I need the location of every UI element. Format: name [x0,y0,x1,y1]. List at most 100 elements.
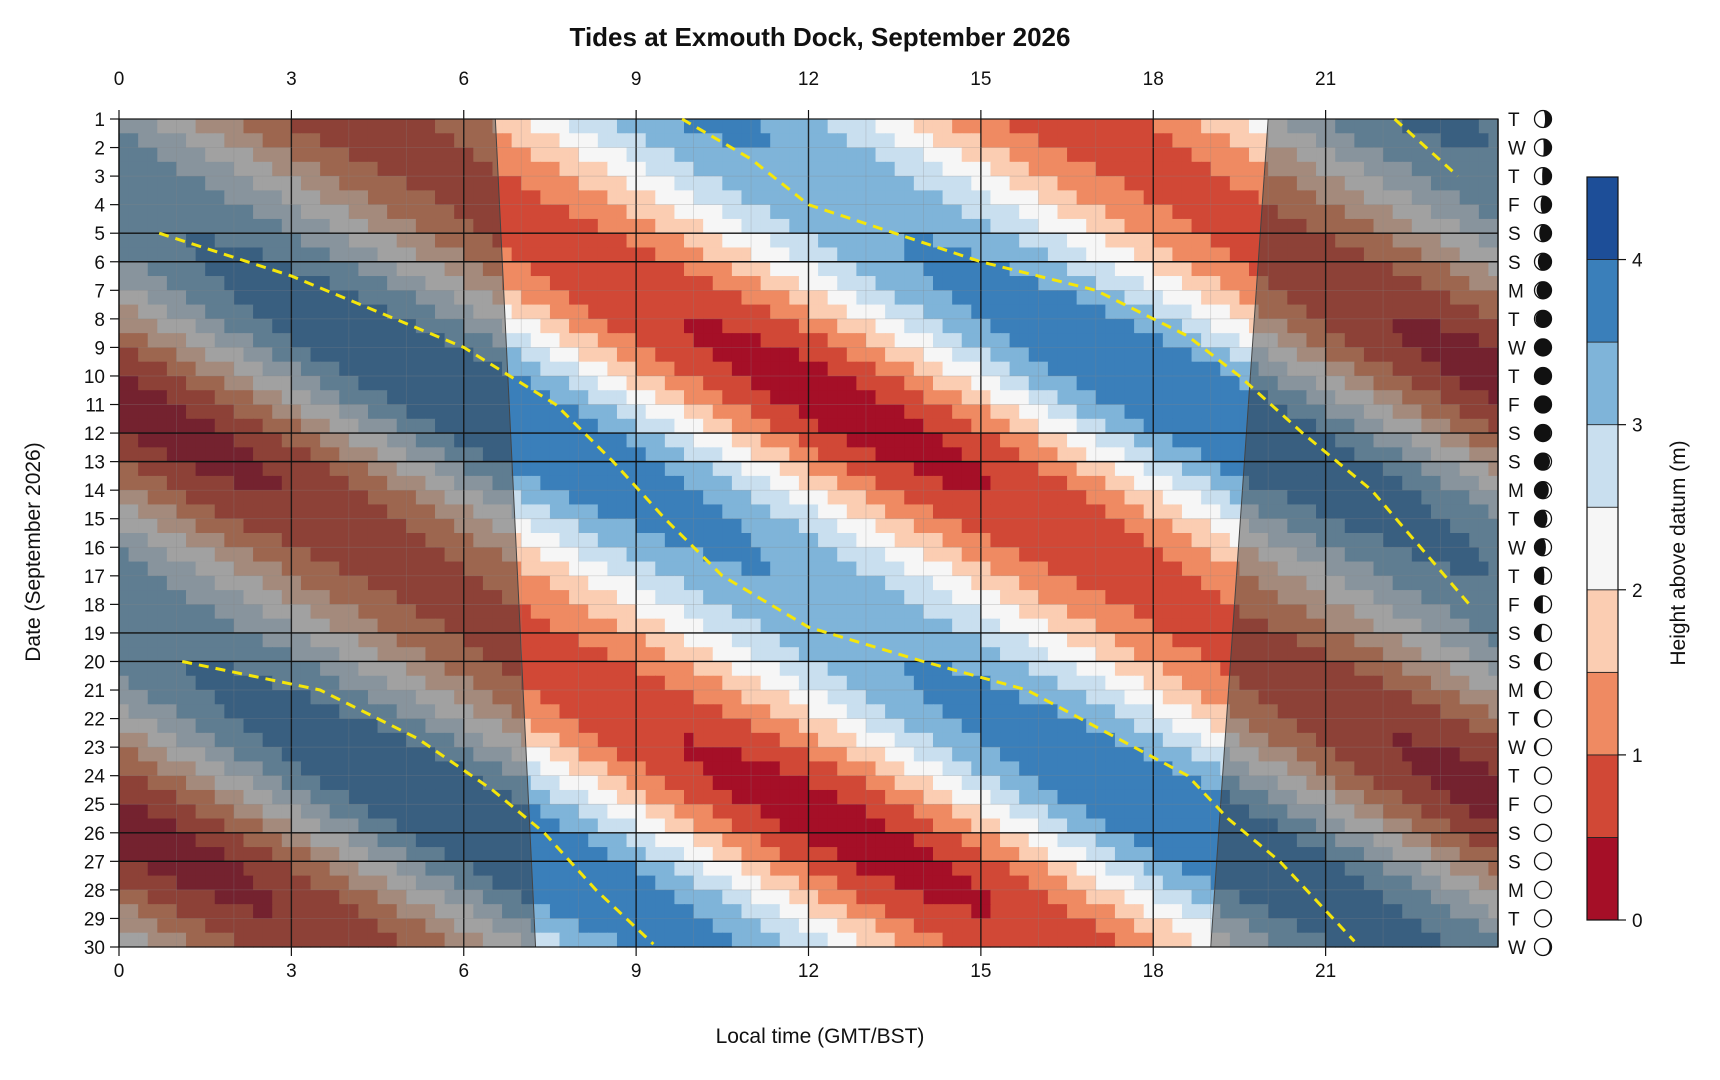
y-tick-label: 16 [84,538,105,559]
weekday-label: S [1508,824,1521,845]
moon-phase-icon [1533,538,1553,557]
moon-phase-icon [1533,623,1553,643]
x-tick-label: 9 [631,961,642,982]
weekday-label: S [1508,253,1521,274]
x-tick-label: 12 [798,69,819,90]
x-tick-label: 21 [1315,69,1336,90]
x-tick-label: 9 [631,69,642,90]
colorbar-band [1586,506,1619,591]
moon-phase-icon [1533,823,1553,842]
y-tick-label: 8 [94,310,105,331]
colorbar-band [1586,589,1619,673]
chart-title: Tides at Exmouth Dock, September 2026 [570,22,1071,52]
x-tick-label: 15 [970,961,991,982]
moon-phase-icon [1533,452,1553,471]
moon-phase-icon [1533,937,1553,957]
colorbar-tick-label: 0 [1632,911,1643,932]
moon-phase-icon [1533,709,1553,728]
high-water-line [181,660,655,946]
x-tick-label: 12 [798,961,819,982]
colorbar-tick-label: 1 [1632,746,1643,767]
weekday-label: M [1508,881,1524,902]
night-shading [118,118,1499,948]
colorbar-band [1586,259,1619,343]
weekday-label: T [1508,110,1520,131]
colorbar-band [1586,176,1619,260]
x-tick-label: 6 [458,69,469,90]
x-tick-label: 6 [458,961,469,982]
moon-phase-icon [1533,109,1553,129]
colorbar-band [1586,754,1619,838]
moon-phase-icon [1533,566,1553,585]
grid [118,118,1499,948]
y-tick-label: 21 [84,681,105,702]
weekday-label: M [1508,281,1524,302]
moon-phase-icon [1533,852,1553,871]
weekday-label: M [1508,481,1524,502]
y-tick-label: 30 [84,938,105,959]
y-tick-label: 17 [84,567,105,588]
moon-phase-icon [1533,880,1553,900]
moon-phase-icon [1533,309,1553,329]
x-tick-label: 3 [286,69,297,90]
colorbar-band [1586,671,1619,756]
weekday-label: W [1508,139,1526,160]
x-tick-label: 3 [286,961,297,982]
weekday-label: T [1508,367,1520,388]
y-tick-label: 22 [84,710,105,731]
moon-phase-icon [1533,252,1553,271]
y-tick-label: 15 [84,510,105,531]
y-tick-label: 4 [94,196,105,217]
weekday-label: F [1508,795,1520,816]
y-tick-label: 29 [84,909,105,930]
weekday-label: T [1508,167,1520,188]
weekday-label: F [1508,196,1520,217]
moon-phase-icon [1533,338,1553,357]
moon-phase-icon [1533,737,1553,757]
moon-phase-icon [1533,138,1553,157]
x-axis-label: Local time (GMT/BST) [716,1025,925,1048]
y-tick-label: 10 [84,367,105,388]
y-tick-label: 26 [84,824,105,845]
y-tick-label: 11 [85,396,105,417]
y-axis-label: Date (September 2026) [22,442,45,661]
high-water-lines [158,117,1471,946]
weekday-label: S [1508,453,1521,474]
moon-phase-icon [1533,509,1553,528]
weekday-label: M [1508,681,1524,702]
weekday-label: T [1508,767,1520,788]
weekday-label: T [1508,710,1520,731]
y-tick-label: 5 [94,224,105,245]
moon-phase-icon [1533,366,1553,386]
high-water-line [1393,117,1459,178]
y-tick-label: 9 [94,338,105,359]
moon-phase-icon [1533,652,1553,671]
x-tick-label: 15 [970,69,991,90]
moon-phase-icon [1533,795,1553,814]
colorbar-band [1586,424,1619,508]
x-axis-top: 0 3 6 9 12 15 18 21 [114,69,1336,119]
weekday-label: S [1508,224,1521,245]
y-tick-label: 7 [94,281,105,302]
y-tick-label: 14 [84,481,106,502]
y-tick-label: 3 [94,167,105,188]
y-tick-label: 24 [84,767,106,788]
colorbar: 0 1 2 3 4 [1586,176,1643,932]
weekday-label: T [1508,567,1520,588]
weekday-label: W [1508,538,1526,559]
weekday-label: F [1508,595,1520,616]
x-tick-label: 18 [1143,961,1164,982]
y-axis: 1234567891011121314151617181920212223242… [84,110,119,959]
colorbar-band [1586,837,1619,921]
y-tick-label: 12 [84,424,105,445]
moon-phase-icon [1533,909,1553,928]
weekday-label: S [1508,652,1521,673]
y-tick-label: 27 [84,852,105,873]
y-tick-label: 20 [84,652,105,673]
x-tick-label: 0 [114,961,125,982]
y-tick-label: 6 [94,253,105,274]
y-tick-label: 23 [84,738,105,759]
x-tick-label: 18 [1143,69,1164,90]
weekday-label: T [1508,310,1520,331]
moon-phase-icon [1533,766,1553,785]
